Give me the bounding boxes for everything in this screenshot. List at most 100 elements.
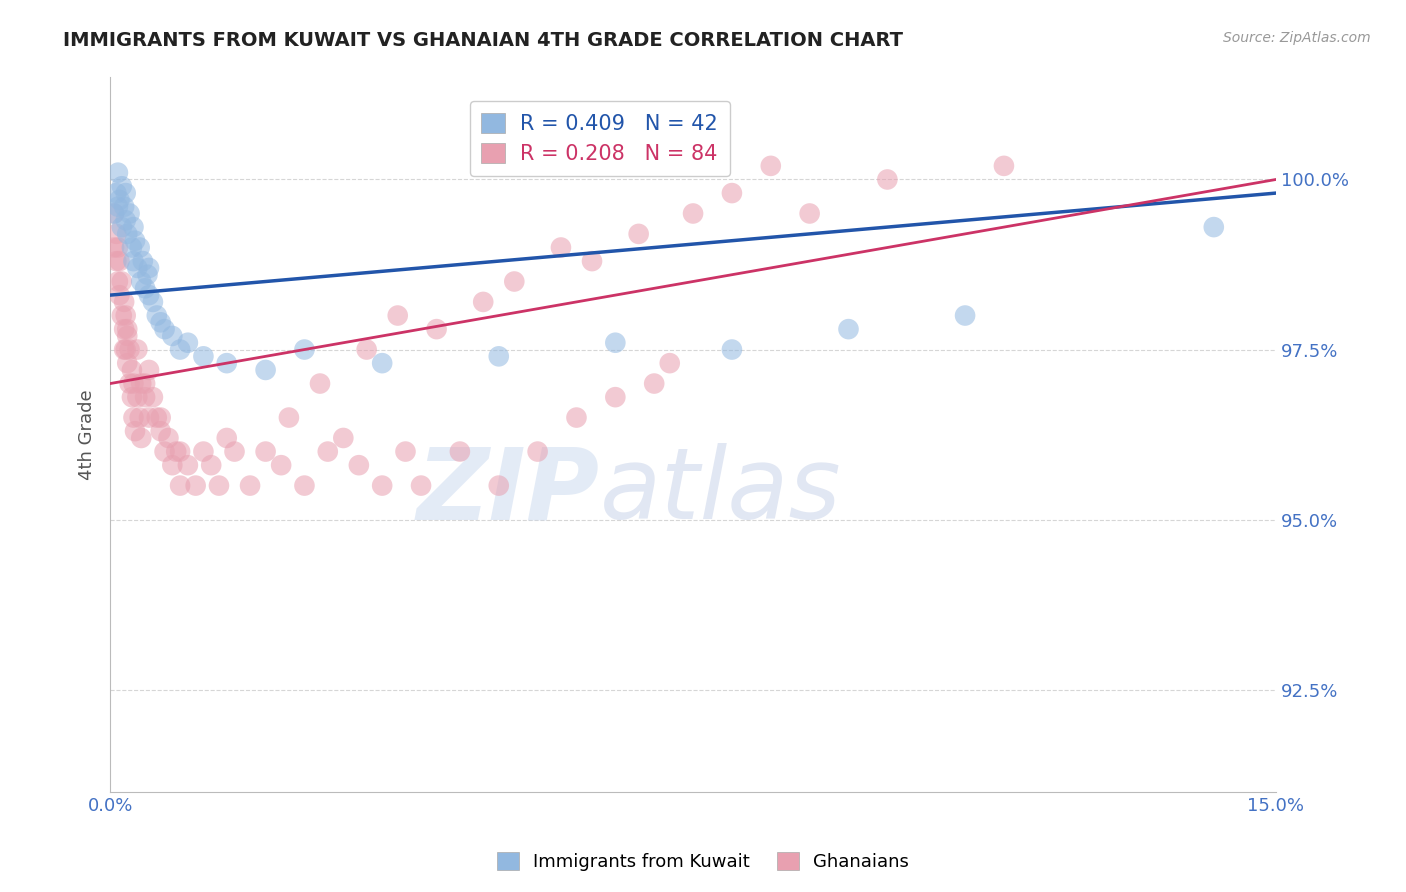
Point (107, 240, 129, 254)
Point (122, 254, 145, 268)
Point (193, 349, 215, 363)
Point (658, 356, 681, 370)
Point (371, 478, 394, 492)
Point (117, 329, 139, 343)
Point (114, 309, 136, 323)
Point (105, 186, 128, 200)
Point (550, 240, 572, 254)
Point (162, 329, 184, 343)
Point (165, 444, 187, 458)
Point (169, 478, 191, 492)
Point (121, 363, 143, 377)
Point (149, 315, 172, 329)
Point (316, 444, 339, 458)
Point (347, 458, 370, 473)
Point (114, 186, 136, 200)
Point (146, 410, 169, 425)
Point (488, 478, 510, 492)
Point (112, 322, 135, 336)
Point (134, 281, 156, 295)
Point (108, 193, 131, 207)
Point (162, 458, 184, 473)
Text: IMMIGRANTS FROM KUWAIT VS GHANAIAN 4TH GRADE CORRELATION CHART: IMMIGRANTS FROM KUWAIT VS GHANAIAN 4TH G… (63, 31, 903, 50)
Point (149, 410, 172, 425)
Point (111, 220, 134, 235)
Point (277, 410, 299, 425)
Point (449, 444, 471, 458)
Point (605, 335, 627, 350)
Point (111, 179, 134, 194)
Point (146, 309, 169, 323)
Point (605, 390, 627, 404)
Point (224, 444, 246, 458)
Point (270, 458, 292, 473)
Point (472, 294, 495, 309)
Point (134, 390, 156, 404)
Point (526, 444, 548, 458)
Point (127, 343, 149, 357)
Point (254, 444, 277, 458)
Point (103, 240, 125, 254)
Point (799, 206, 821, 220)
Point (105, 254, 128, 268)
Point (993, 159, 1015, 173)
Point (114, 343, 136, 357)
Point (184, 478, 207, 492)
Point (108, 254, 131, 268)
Point (103, 206, 125, 220)
Point (118, 343, 141, 357)
Point (682, 206, 704, 220)
Point (503, 275, 526, 289)
Point (129, 275, 152, 289)
Point (122, 410, 145, 425)
Y-axis label: 4th Grade: 4th Grade (79, 389, 96, 480)
Point (394, 444, 416, 458)
Point (117, 322, 139, 336)
Point (105, 227, 128, 241)
Point (371, 356, 394, 370)
Point (387, 309, 409, 323)
Point (138, 410, 160, 425)
Point (136, 268, 159, 282)
Point (107, 275, 129, 289)
Point (112, 294, 135, 309)
Point (107, 200, 129, 214)
Point (759, 159, 782, 173)
Point (215, 431, 238, 445)
Point (138, 363, 160, 377)
Point (128, 240, 150, 254)
Point (122, 220, 145, 235)
Point (112, 200, 135, 214)
Point (153, 322, 176, 336)
Point (124, 234, 146, 248)
Point (117, 227, 139, 241)
Text: Source: ZipAtlas.com: Source: ZipAtlas.com (1223, 31, 1371, 45)
Point (108, 288, 131, 302)
Point (129, 376, 152, 391)
Point (953, 309, 976, 323)
Point (134, 376, 156, 391)
Point (142, 294, 165, 309)
Text: ZIP: ZIP (416, 443, 600, 541)
Legend: R = 0.409   N = 42, R = 0.208   N = 84: R = 0.409 N = 42, R = 0.208 N = 84 (470, 102, 730, 176)
Point (1202, 220, 1225, 235)
Point (409, 478, 432, 492)
Point (157, 431, 180, 445)
Point (332, 431, 354, 445)
Point (107, 166, 129, 180)
Point (721, 186, 744, 200)
Point (208, 478, 231, 492)
Point (565, 410, 588, 425)
Point (200, 458, 222, 473)
Point (138, 288, 160, 302)
Legend: Immigrants from Kuwait, Ghanaians: Immigrants from Kuwait, Ghanaians (489, 845, 917, 879)
Point (132, 254, 155, 268)
Point (426, 322, 449, 336)
Point (153, 444, 176, 458)
Point (177, 335, 200, 350)
Point (177, 458, 200, 473)
Point (294, 343, 316, 357)
Point (149, 424, 172, 438)
Point (129, 431, 152, 445)
Point (837, 322, 859, 336)
